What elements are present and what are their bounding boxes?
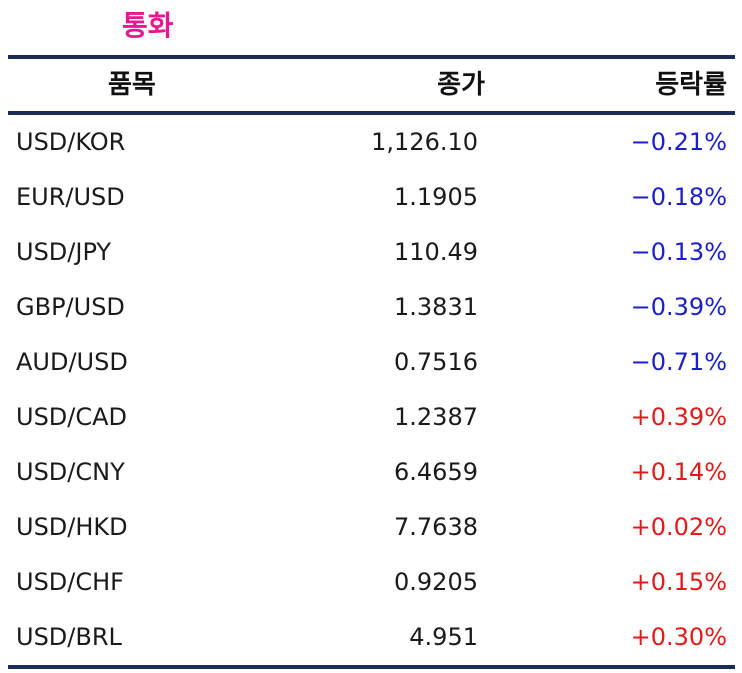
change-rate: −0.13% (630, 238, 727, 266)
closing-price: 0.9205 (394, 568, 478, 596)
table-header: 품목 종가 등락률 (8, 59, 735, 111)
closing-price: 110.49 (394, 238, 478, 266)
currency-pair: USD/BRL (16, 623, 122, 651)
table-row: USD/CHF 0.9205 +0.15% (8, 555, 735, 610)
change-rate: −0.18% (630, 183, 727, 211)
currency-pair: USD/CHF (16, 568, 124, 596)
currency-table: 품목 종가 등락률 USD/KOR 1,126.10 −0.21% EUR/US… (8, 55, 735, 669)
closing-price: 4.951 (409, 623, 478, 651)
header-close: 종가 (437, 70, 485, 100)
table-row: USD/CAD 1.2387 +0.39% (8, 390, 735, 445)
page-title: 통화 (122, 9, 174, 42)
currency-pair: USD/HKD (16, 513, 128, 541)
table-row: EUR/USD 1.1905 −0.18% (8, 170, 735, 225)
currency-pair: USD/JPY (16, 238, 112, 266)
closing-price: 1.1905 (394, 183, 478, 211)
change-rate: +0.14% (630, 458, 727, 486)
header-bottom-rule (8, 111, 735, 115)
closing-price: 6.4659 (394, 458, 478, 486)
currency-pair: GBP/USD (16, 293, 125, 321)
table-row: GBP/USD 1.3831 −0.39% (8, 280, 735, 335)
table-row: USD/CNY 6.4659 +0.14% (8, 445, 735, 500)
table-row: USD/KOR 1,126.10 −0.21% (8, 115, 735, 170)
currency-pair: USD/CAD (16, 403, 128, 431)
closing-price: 1.3831 (394, 293, 478, 321)
change-rate: +0.30% (630, 623, 727, 651)
change-rate: −0.39% (630, 293, 727, 321)
closing-price: 7.7638 (394, 513, 478, 541)
change-rate: +0.15% (630, 568, 727, 596)
table-row: AUD/USD 0.7516 −0.71% (8, 335, 735, 390)
closing-price: 1.2387 (394, 403, 478, 431)
table-row: USD/HKD 7.7638 +0.02% (8, 500, 735, 555)
table-top-rule (8, 55, 735, 59)
change-rate: −0.21% (630, 128, 727, 156)
table-bottom-rule (8, 665, 735, 669)
currency-pair: AUD/USD (16, 348, 128, 376)
header-item: 품목 (108, 70, 156, 100)
change-rate: −0.71% (630, 348, 727, 376)
table-row: USD/BRL 4.951 +0.30% (8, 610, 735, 665)
closing-price: 1,126.10 (371, 128, 478, 156)
currency-pair: EUR/USD (16, 183, 125, 211)
table-row: USD/JPY 110.49 −0.13% (8, 225, 735, 280)
change-rate: +0.39% (630, 403, 727, 431)
currency-pair: USD/KOR (16, 128, 126, 156)
change-rate: +0.02% (630, 513, 727, 541)
header-change: 등락률 (655, 70, 727, 100)
closing-price: 0.7516 (394, 348, 478, 376)
currency-pair: USD/CNY (16, 458, 125, 486)
